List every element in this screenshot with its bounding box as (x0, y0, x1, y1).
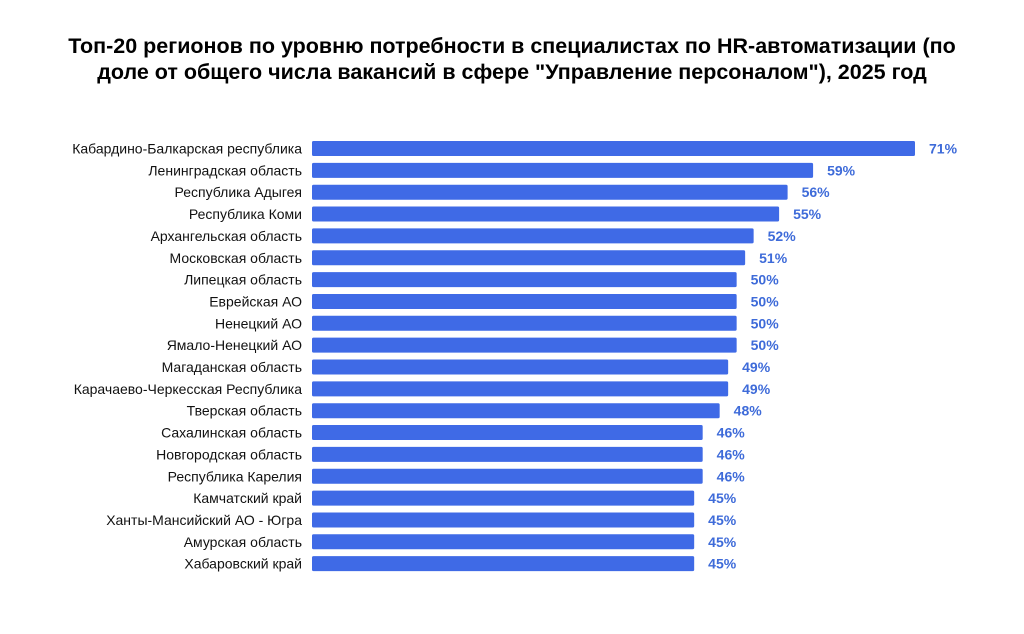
value-label: 46% (717, 468, 746, 484)
value-label: 50% (751, 337, 780, 353)
category-labels: Кабардино-Балкарская республика Ленинград… (72, 141, 302, 572)
category-label: Республика Адыгея (175, 184, 302, 200)
category-label: Ненецкий АО (215, 315, 302, 331)
category-label: Ленинградская область (148, 162, 302, 178)
bar (312, 206, 780, 222)
bar (312, 272, 737, 288)
category-label: Архангельская область (151, 228, 302, 244)
category-label: Республика Коми (189, 206, 302, 222)
value-label: 52% (768, 228, 797, 244)
value-label: 55% (793, 206, 822, 222)
value-label: 46% (717, 446, 746, 462)
chart-title: Топ-20 регионов по уровню потребности в … (68, 34, 956, 84)
category-label: Амурская область (184, 534, 302, 550)
bar (312, 162, 814, 178)
category-label: Новгородская область (156, 446, 302, 462)
value-label: 50% (751, 315, 780, 331)
category-label: Тверская область (187, 403, 302, 419)
value-label: 71% (929, 141, 958, 157)
category-label: Сахалинская область (161, 425, 302, 441)
bar (312, 446, 703, 462)
bar (312, 184, 788, 200)
category-label: Магаданская область (162, 359, 302, 375)
bar (312, 228, 754, 244)
category-label: Московская область (170, 250, 302, 266)
bar (312, 337, 737, 353)
value-label: 45% (708, 490, 737, 506)
category-label: Ханты-Мансийский АО - Югра (106, 512, 302, 528)
value-labels: 71% 59% 56% 55% 52% 51% 50% 50% 50% 50% 49% 49% 48% 4… (708, 141, 957, 572)
bar (312, 534, 695, 550)
value-label: 46% (717, 425, 746, 441)
category-label: Камчатский край (193, 490, 302, 506)
bar (312, 512, 695, 528)
bars (312, 141, 915, 572)
category-label: Еврейская АО (209, 293, 302, 309)
value-label: 49% (742, 359, 771, 375)
category-label: Липецкая область (184, 272, 302, 288)
value-label: 50% (751, 293, 780, 309)
bar (312, 141, 915, 156)
category-label: Хабаровский край (184, 556, 302, 572)
value-label: 59% (827, 162, 856, 178)
bar (312, 381, 729, 397)
value-label: 56% (802, 184, 831, 200)
value-label: 45% (708, 556, 737, 572)
value-label: 50% (751, 272, 780, 288)
value-label: 45% (708, 512, 737, 528)
bar (312, 490, 695, 506)
bar (312, 315, 737, 331)
bar (312, 293, 737, 309)
category-label: Ямало-Ненецкий АО (167, 337, 302, 353)
bar (312, 250, 746, 266)
value-label: 49% (742, 381, 771, 397)
category-label: Республика Карелия (168, 468, 302, 484)
value-label: 45% (708, 534, 737, 550)
bar (312, 359, 729, 375)
bar (312, 425, 703, 441)
category-label: Карачаево-Черкесская Республика (74, 381, 303, 397)
bar (312, 468, 703, 484)
bar (312, 403, 720, 419)
value-label: 51% (759, 250, 788, 266)
bar (312, 556, 695, 572)
value-label: 48% (734, 403, 763, 419)
category-label: Кабардино-Балкарская республика (72, 141, 302, 157)
